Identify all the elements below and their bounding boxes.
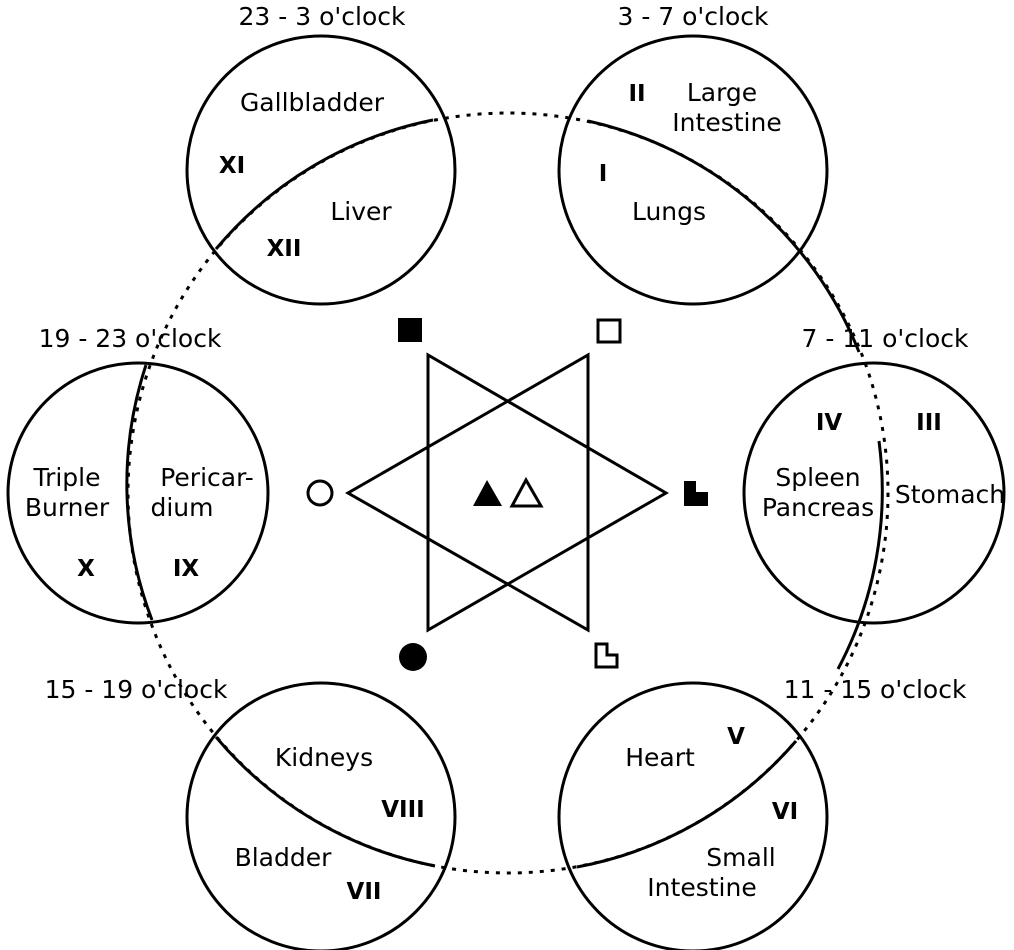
time-label-23-3: 23 - 3 o'clock [239, 2, 406, 31]
organ-pericardium-line1: Pericar- [160, 463, 254, 492]
filled-circle-icon [399, 643, 427, 671]
organ-large-intestine-line2: Intestine [672, 108, 781, 137]
organ-triple-burner-line1: Triple [32, 463, 100, 492]
numeral-viii: VIII [381, 797, 424, 823]
element-symbols [306, 318, 708, 671]
numeral-xii: XII [267, 236, 302, 262]
circle-gallbladder-liver [185, 34, 457, 306]
open-step-icon [594, 642, 619, 669]
organ-labels: Gallbladder Liver Large Intestine Lungs … [25, 78, 1005, 902]
time-label-15-19: 15 - 19 o'clock [45, 675, 228, 704]
filled-step-icon [684, 481, 708, 506]
organ-small-intestine-line2: Intestine [647, 873, 756, 902]
organ-pericardium-line2: dium [150, 493, 213, 522]
open-triangle-icon [509, 476, 544, 508]
filled-square-icon [398, 318, 422, 342]
roman-numerals: XI XII II I IV III V VI VIII VII X IX [77, 81, 942, 905]
circle-spleen-stomach [742, 361, 1006, 625]
time-label-3-7: 3 - 7 o'clock [617, 2, 769, 31]
organ-circles [6, 34, 1006, 950]
filled-triangle-icon [473, 480, 502, 506]
organ-small-intestine-line1: Small [706, 843, 775, 872]
organ-bladder: Bladder [235, 843, 333, 872]
orbit-circle [125, 111, 890, 875]
numeral-ii: II [628, 81, 645, 107]
numeral-v: V [727, 724, 745, 750]
organ-gallbladder: Gallbladder [240, 88, 385, 117]
numeral-iii: III [916, 410, 942, 436]
numeral-xi: XI [219, 153, 245, 179]
time-label-7-11: 7 - 11 o'clock [802, 324, 969, 353]
hexagram [344, 352, 669, 633]
numeral-vi: VI [772, 799, 798, 825]
organ-kidneys: Kidneys [275, 743, 373, 772]
organ-spleen-line2: Pancreas [762, 493, 874, 522]
circle-kidneys-bladder [185, 681, 457, 950]
numeral-ix: IX [173, 556, 200, 582]
organ-lungs: Lungs [632, 197, 706, 226]
organ-spleen-line1: Spleen [775, 463, 860, 492]
time-label-11-15: 11 - 15 o'clock [784, 675, 967, 704]
numeral-vii: VII [347, 879, 382, 905]
circle-intestine-lungs [557, 34, 829, 306]
numeral-x: X [77, 556, 95, 582]
numeral-i: I [599, 161, 608, 187]
organ-large-intestine-line1: Large [687, 78, 757, 107]
organ-triple-burner-line2: Burner [25, 493, 110, 522]
organ-heart: Heart [625, 743, 695, 772]
open-circle-icon [306, 479, 334, 507]
organ-liver: Liver [330, 197, 392, 226]
numeral-iv: IV [816, 410, 843, 436]
organ-stomach: Stomach [895, 480, 1005, 509]
time-labels: 23 - 3 o'clock 3 - 7 o'clock 7 - 11 o'cl… [39, 2, 969, 704]
circle-triple-burner-pericardium [6, 361, 270, 625]
open-square-icon [596, 318, 622, 344]
time-label-19-23: 19 - 23 o'clock [39, 324, 222, 353]
circle-heart-small-intestine [557, 681, 829, 950]
